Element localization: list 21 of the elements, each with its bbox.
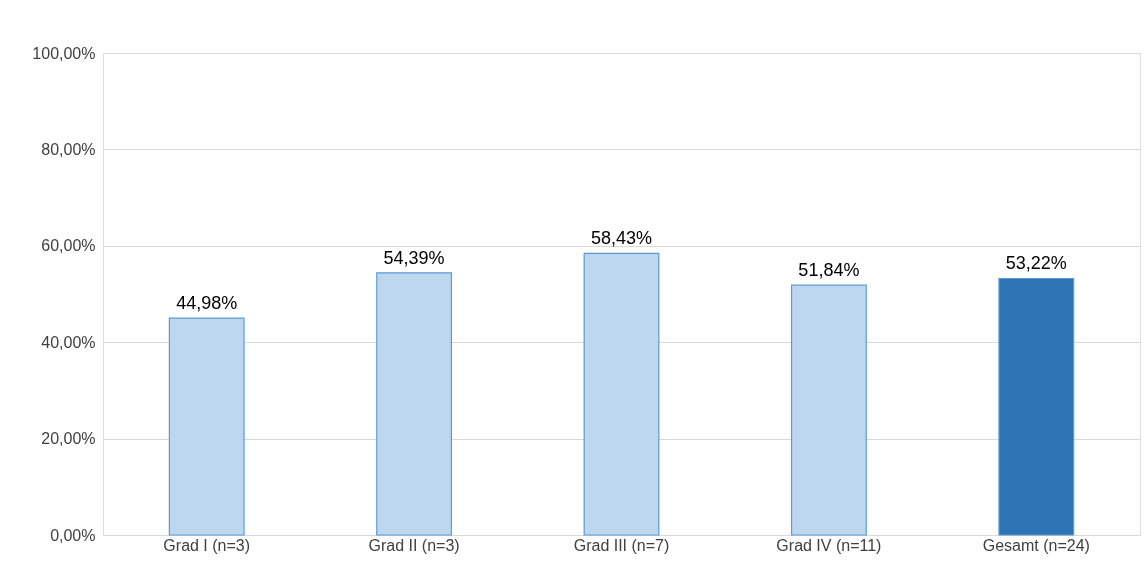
- x-tick-label: Grad I (n=3): [163, 536, 251, 554]
- x-tick-label: Grad II (n=3): [368, 536, 460, 554]
- x-tick-label: Grad IV (n=11): [776, 536, 882, 554]
- y-tick-label: 20,00%: [41, 430, 96, 448]
- bar: [376, 272, 453, 536]
- data-label: 54,39%: [383, 247, 445, 268]
- bar: [790, 284, 867, 536]
- bar: [583, 252, 660, 536]
- y-tick-label: 0,00%: [50, 526, 96, 544]
- y-tick-label: 80,00%: [41, 140, 96, 158]
- bar: [998, 277, 1075, 536]
- x-tick-label: Grad III (n=7): [573, 536, 670, 554]
- data-label: 53,22%: [1005, 253, 1067, 274]
- y-tick-label: 60,00%: [41, 237, 96, 255]
- x-tick-label: Gesamt (n=24): [982, 536, 1090, 554]
- bar: [168, 317, 245, 536]
- y-tick-label: 40,00%: [41, 333, 96, 351]
- data-label: 44,98%: [176, 293, 238, 314]
- data-label: 58,43%: [590, 228, 653, 249]
- y-tick-label: 100,00%: [32, 44, 96, 62]
- data-label: 51,84%: [798, 260, 860, 281]
